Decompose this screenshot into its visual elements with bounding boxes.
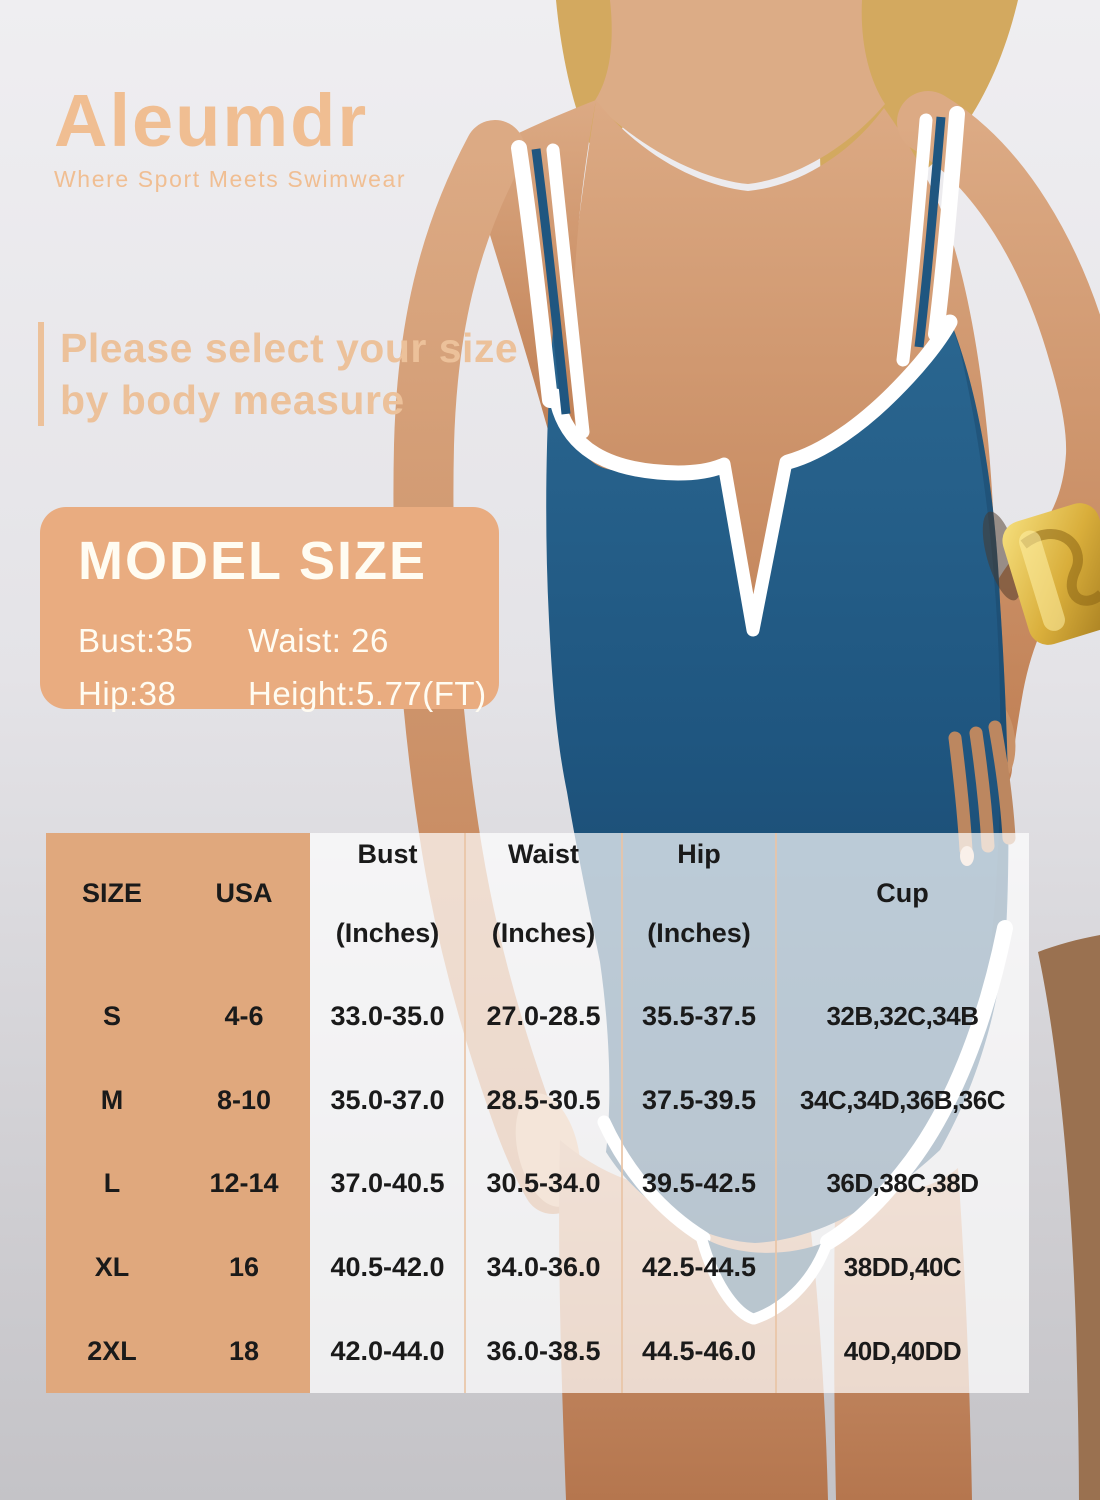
table-grid: SIZE USA Bust (Inches) Waist (Inches) Hi…	[46, 833, 1029, 1393]
cell-hip: 37.5-39.5	[641, 1084, 757, 1115]
size-note: Please select your size by body measure	[38, 322, 518, 426]
cell-bust: 33.0-35.0	[330, 1001, 445, 1032]
cell-cup: 40D,40DD	[843, 1335, 962, 1366]
cell-bust: 42.0-44.0	[330, 1335, 445, 1366]
cell-waist: 27.0-28.5	[486, 1001, 601, 1032]
size-note-line2: by body measure	[60, 377, 405, 423]
cell-bust: 35.0-37.0	[330, 1084, 445, 1115]
cell-waist: 34.0-36.0	[486, 1252, 601, 1283]
column-divider	[464, 833, 466, 1393]
cell-cup: 38DD,40C	[843, 1252, 962, 1283]
model-height: Height:5.77(FT)	[248, 674, 487, 712]
col-header-hip-unit: (Inches)	[647, 918, 751, 948]
col-header-hip: Hip (Inches)	[622, 833, 776, 975]
column-divider	[775, 833, 777, 1393]
table-tan-panel	[46, 833, 310, 1393]
cell-bust: 40.5-42.0	[330, 1252, 445, 1283]
cell-size: S	[102, 1001, 121, 1032]
cell-hip: 44.5-46.0	[641, 1335, 757, 1366]
cell-waist: 28.5-30.5	[486, 1084, 601, 1115]
brand-name: Aleumdr	[54, 79, 369, 162]
model-waist: Waist: 26	[248, 621, 389, 659]
cell-usa: 8-10	[216, 1084, 272, 1115]
cell-hip: 39.5-42.5	[641, 1168, 757, 1199]
model-size-card: MODEL SIZE Bust:35 Waist: 26 Hip:38 Heig…	[40, 507, 499, 712]
table-overlay	[310, 833, 1029, 1393]
gold-bracelet	[1002, 503, 1100, 645]
model-measurements: Bust:35 Waist: 26 Hip:38 Height:5.77(FT)	[78, 622, 499, 713]
cell-usa: 16	[228, 1252, 260, 1283]
cell-bust: 37.0-40.5	[330, 1168, 445, 1199]
col-header-cup: Cup	[876, 877, 929, 908]
column-divider	[621, 833, 623, 1393]
cell-size: L	[103, 1168, 121, 1199]
cell-cup: 32B,32C,34B	[826, 1001, 979, 1032]
col-header-waist-unit: (Inches)	[491, 918, 596, 948]
cell-cup: 36D,38C,38D	[826, 1168, 979, 1199]
col-header-usa: USA	[215, 877, 273, 908]
col-header-bust-label: Bust	[357, 839, 418, 869]
cell-usa: 12-14	[209, 1168, 279, 1199]
cell-waist: 36.0-38.5	[486, 1335, 601, 1366]
col-header-bust-unit: (Inches)	[335, 918, 440, 948]
cell-size: M	[100, 1084, 124, 1115]
brand-logo: Aleumdr Where Sport Meets Swimwear	[54, 84, 406, 193]
cell-hip: 42.5-44.5	[641, 1252, 757, 1283]
model-hip: Hip:38	[78, 674, 177, 712]
cell-size: 2XL	[87, 1335, 137, 1366]
cell-usa: 4-6	[224, 1001, 264, 1032]
col-header-waist: Waist (Inches)	[465, 833, 622, 975]
brand-tagline: Where Sport Meets Swimwear	[54, 166, 407, 192]
cell-size: XL	[94, 1252, 130, 1283]
col-header-hip-label: Hip	[677, 839, 721, 869]
cell-waist: 30.5-34.0	[486, 1168, 601, 1199]
size-chart-table: SIZE USA Bust (Inches) Waist (Inches) Hi…	[46, 833, 1029, 1393]
size-note-line1: Please select your size	[60, 325, 519, 371]
col-header-waist-label: Waist	[507, 839, 579, 869]
cell-hip: 35.5-37.5	[641, 1001, 757, 1032]
col-header-bust: Bust (Inches)	[310, 833, 465, 975]
cell-cup: 34C,34D,36B,36C	[800, 1084, 1005, 1115]
model-bust: Bust:35	[78, 621, 194, 659]
col-header-size: SIZE	[81, 877, 142, 908]
model-size-title: MODEL SIZE	[78, 531, 428, 591]
cell-usa: 18	[228, 1335, 260, 1366]
